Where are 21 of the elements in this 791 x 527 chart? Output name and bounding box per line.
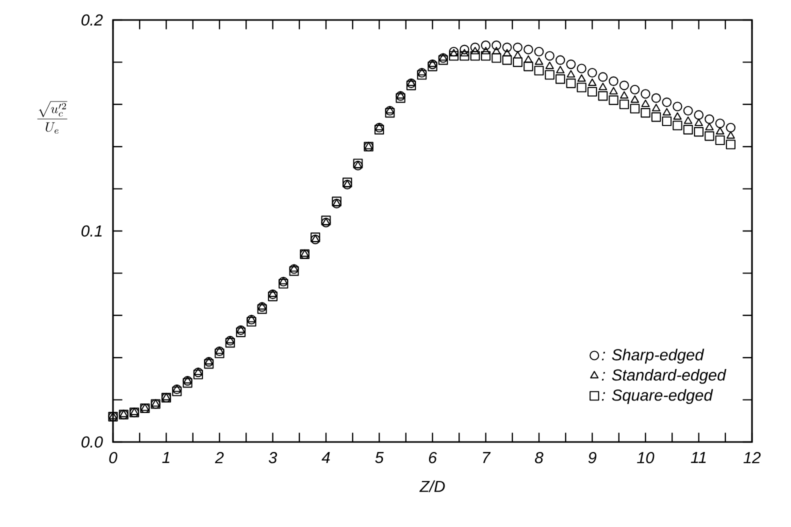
legend-label: : Standard-edged: [602, 368, 726, 384]
x-tick-label: 11: [690, 452, 706, 463]
x-tick-label: 4: [322, 452, 330, 463]
x-tick-label: 2: [214, 452, 224, 464]
y-tick-label: 0.0: [82, 436, 103, 448]
x-tick-label: 10: [637, 452, 654, 464]
x-tick-label: 9: [588, 452, 596, 464]
x-tick-label: 6: [428, 452, 437, 464]
x-tick-label: 8: [534, 452, 544, 464]
legend-label: : Square-edged: [602, 389, 714, 404]
x-tick-label: 5: [375, 452, 384, 464]
x-tick-label: 12: [744, 452, 761, 464]
x-axis-title: Z/D: [419, 480, 445, 492]
y-axis-title: $\frac{\sqrt{u'^{2}_{c}}}{U_{e}}$: [37, 101, 68, 134]
legend-label: : Sharp-edged: [602, 348, 704, 364]
y-tick-label: 0.2: [82, 14, 103, 26]
x-tick-label: 3: [268, 452, 278, 464]
x-tick-label: 0: [109, 452, 118, 464]
x-tick-label: 7: [482, 452, 491, 463]
x-tick-label: 1: [162, 452, 170, 463]
y-tick-label: 0.1: [82, 225, 102, 237]
